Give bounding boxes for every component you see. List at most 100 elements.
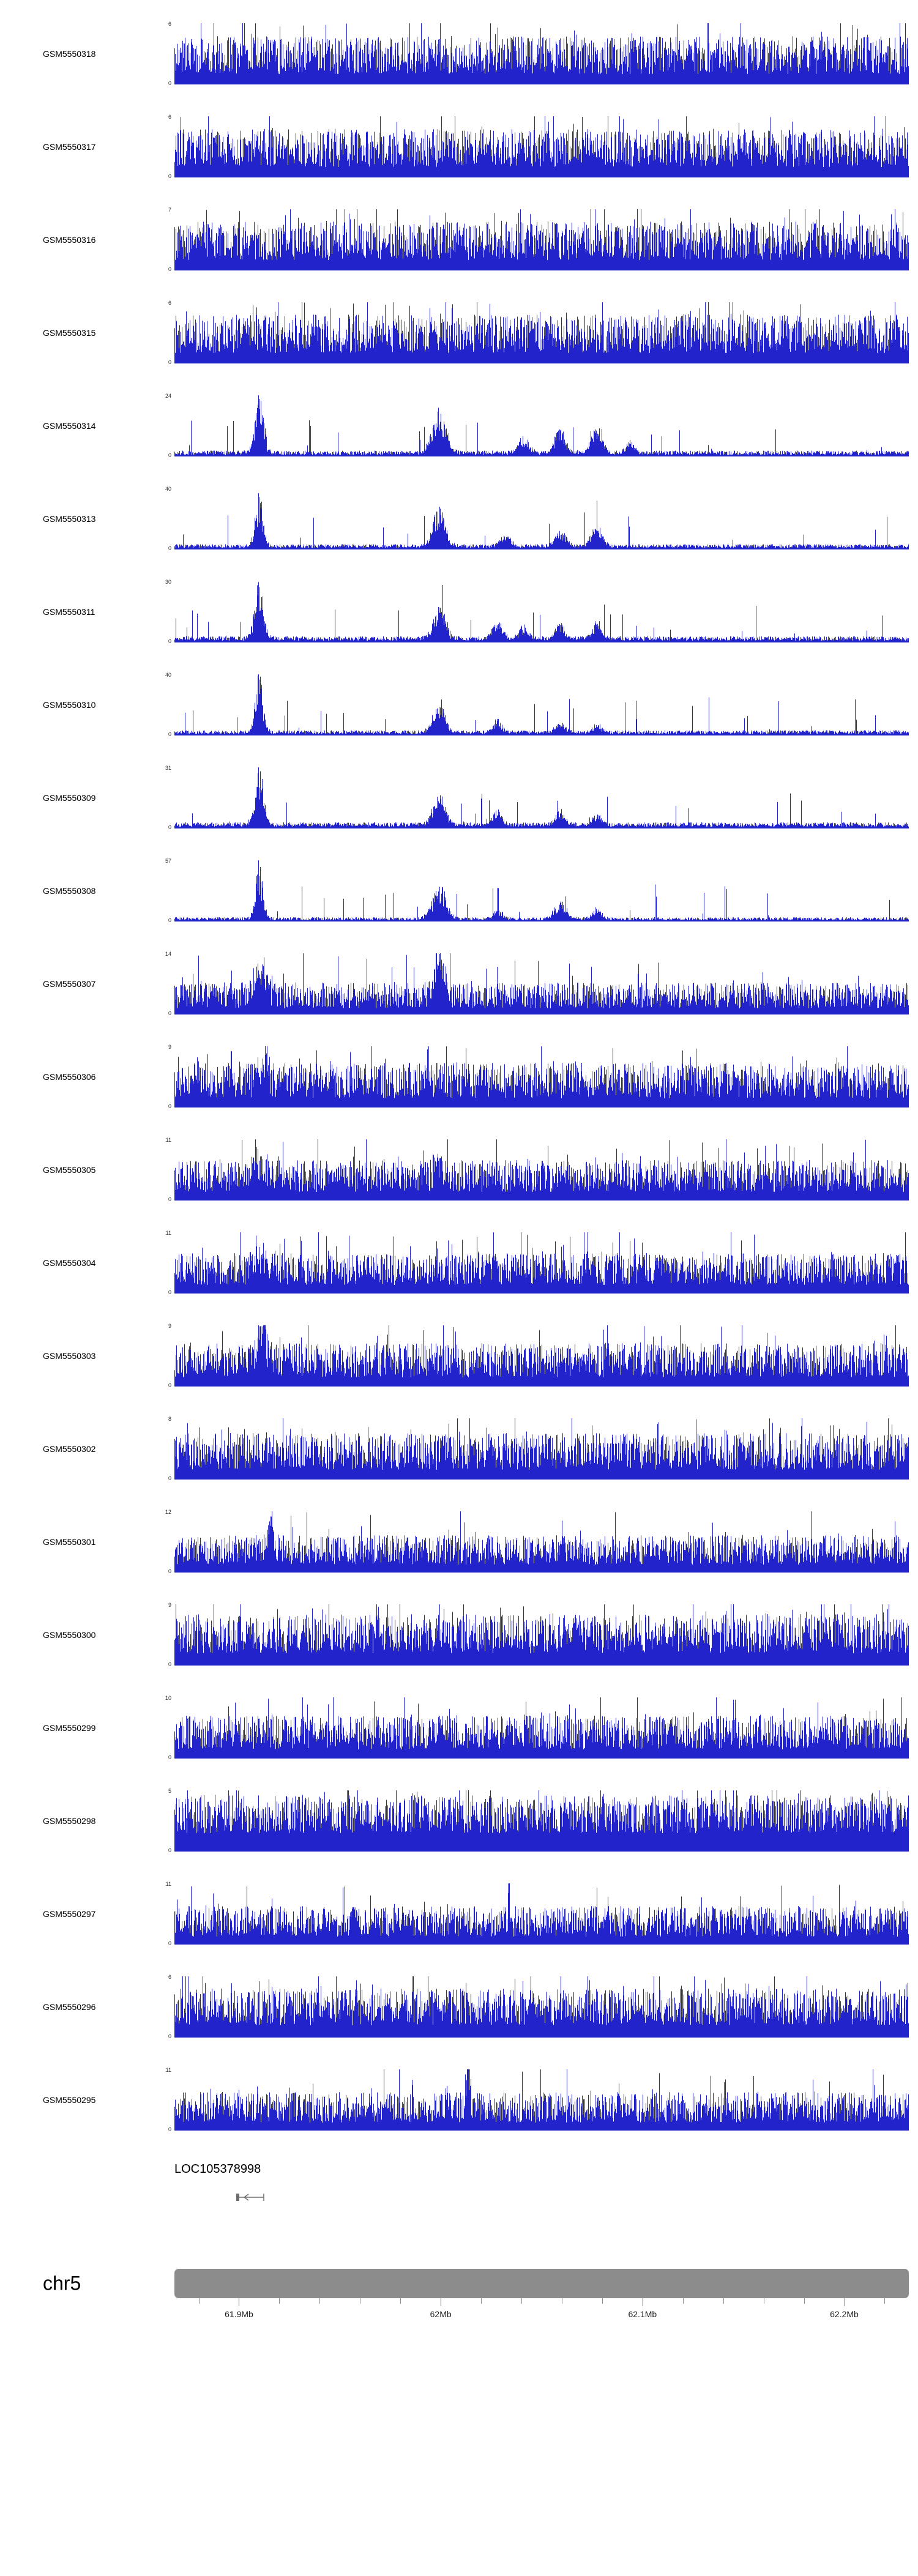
axis-minor-tick — [804, 2298, 805, 2304]
track-row: GSM5550307 14 0 — [0, 951, 918, 1016]
y-axis-min-label: 0 — [168, 1754, 171, 1760]
y-axis-min-label: 0 — [168, 359, 171, 365]
track-plot[interactable]: 14 0 — [165, 951, 909, 1016]
signal-histogram — [174, 1883, 909, 1945]
signal-histogram — [174, 302, 909, 363]
y-axis-min-label: 0 — [168, 2033, 171, 2039]
track-row: GSM5550306 9 0 — [0, 1044, 918, 1109]
track-plot[interactable]: 30 0 — [165, 579, 909, 644]
track-label: GSM5550304 — [43, 1258, 96, 1268]
track-row: GSM5550305 11 0 — [0, 1137, 918, 1202]
track-label: GSM5550296 — [43, 2002, 96, 2012]
track-row: GSM5550310 40 0 — [0, 672, 918, 737]
axis-minor-tick — [723, 2298, 724, 2304]
y-axis-min-label: 0 — [168, 545, 171, 551]
track-plot[interactable]: 11 0 — [166, 1137, 909, 1202]
gene-model-row — [174, 2186, 918, 2213]
y-axis-max-label: 9 — [168, 1602, 171, 1608]
y-axis-max-label: 57 — [165, 858, 171, 864]
track-plot[interactable]: 24 0 — [165, 393, 909, 458]
y-axis-max-label: 14 — [165, 951, 171, 957]
axis-tick-label: 62.1Mb — [628, 2309, 657, 2319]
track-row: GSM5550308 57 0 — [0, 858, 918, 923]
gene-annotation-track: LOC105378998 — [174, 2162, 918, 2221]
signal-histogram — [174, 23, 909, 84]
track-label: GSM5550308 — [43, 886, 96, 896]
track-label: GSM5550311 — [43, 607, 95, 617]
track-row: GSM5550317 6 0 — [0, 114, 918, 179]
y-axis-max-label: 8 — [168, 1416, 171, 1422]
track-label: GSM5550318 — [43, 49, 96, 59]
track-row: GSM5550302 8 0 — [0, 1416, 918, 1481]
y-axis-max-label: 7 — [168, 207, 171, 213]
track-plot[interactable]: 57 0 — [165, 858, 909, 923]
track-label: GSM5550297 — [43, 1909, 96, 1919]
track-plot[interactable]: 40 0 — [165, 486, 909, 551]
track-label: GSM5550306 — [43, 1072, 96, 1082]
track-plot[interactable]: 10 0 — [165, 1696, 909, 1760]
coordinate-axis: 61.9Mb 62Mb 62.1Mb 62.2Mb — [174, 2298, 909, 2335]
track-row: GSM5550311 30 0 — [0, 579, 918, 644]
axis-tick-label: 62.2Mb — [830, 2309, 859, 2319]
y-axis-max-label: 11 — [165, 1230, 171, 1236]
track-row: GSM5550313 40 0 — [0, 486, 918, 551]
signal-histogram — [174, 674, 909, 735]
y-axis-max-label: 6 — [168, 1974, 171, 1980]
y-axis-min-label: 0 — [168, 1475, 171, 1481]
axis-minor-tick — [481, 2298, 482, 2304]
track-plot[interactable]: 11 0 — [166, 2068, 909, 2132]
signal-histogram — [174, 767, 909, 828]
track-row: GSM5550303 9 0 — [0, 1323, 918, 1388]
y-axis-min-label: 0 — [168, 452, 171, 458]
y-axis-min-label: 0 — [168, 824, 171, 830]
signal-histogram — [174, 493, 909, 549]
axis-minor-tick — [884, 2298, 886, 2304]
y-axis-max-label: 40 — [165, 672, 171, 678]
track-plot[interactable]: 31 0 — [165, 765, 909, 830]
y-axis-min-label: 0 — [168, 1382, 171, 1388]
axis-minor-tick — [198, 2298, 200, 2304]
track-plot[interactable]: 12 0 — [165, 1509, 909, 1574]
y-axis-max-label: 31 — [165, 765, 171, 771]
track-row: GSM5550298 5 0 — [0, 1789, 918, 1853]
y-axis-min-label: 0 — [168, 1568, 171, 1574]
signal-histogram — [174, 1139, 909, 1201]
track-plot[interactable]: 11 0 — [166, 1230, 909, 1295]
signal-histogram — [174, 1976, 909, 2038]
signal-histogram — [174, 1325, 909, 1387]
chromosome-ideogram-bar[interactable] — [174, 2269, 909, 2298]
y-axis-min-label: 0 — [168, 173, 171, 179]
gene-model-glyph[interactable] — [236, 2189, 267, 2206]
y-axis-min-label: 0 — [168, 731, 171, 737]
track-row: GSM5550301 12 0 — [0, 1509, 918, 1574]
track-label: GSM5550315 — [43, 328, 96, 338]
signal-histogram — [174, 395, 909, 456]
y-axis-min-label: 0 — [168, 917, 171, 923]
y-axis-min-label: 0 — [168, 638, 171, 644]
signal-histogram — [174, 209, 909, 270]
y-axis-max-label: 24 — [165, 393, 171, 399]
y-axis-min-label: 0 — [168, 1661, 171, 1667]
track-plot[interactable]: 40 0 — [165, 672, 909, 737]
track-label: GSM5550301 — [43, 1537, 96, 1547]
y-axis-min-label: 0 — [168, 1196, 171, 1202]
signal-histogram — [174, 1418, 909, 1480]
axis-minor-tick — [682, 2298, 684, 2304]
track-plot[interactable]: 11 0 — [166, 1882, 909, 1946]
y-axis-min-label: 0 — [168, 1010, 171, 1016]
signal-histogram — [174, 1604, 909, 1666]
y-axis-max-label: 12 — [165, 1509, 171, 1515]
axis-tick-label: 61.9Mb — [225, 2309, 253, 2319]
signal-histogram — [174, 1046, 909, 1107]
signal-histogram — [174, 582, 909, 642]
